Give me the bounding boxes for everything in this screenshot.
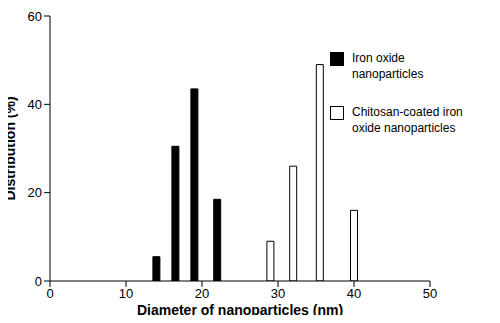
svg-text:0: 0 <box>35 274 42 289</box>
svg-text:50: 50 <box>423 286 437 301</box>
svg-text:20: 20 <box>195 286 209 301</box>
svg-text:40: 40 <box>347 286 361 301</box>
svg-text:20: 20 <box>28 185 42 200</box>
svg-text:30: 30 <box>271 286 285 301</box>
svg-text:60: 60 <box>28 9 42 24</box>
html-text:Iron oxide nanoparticles: Iron oxide nanoparticles <box>352 51 424 81</box>
html-text:Chitosan-coated iron oxide nan: Chitosan-coated iron oxide nanoparticles <box>352 105 463 135</box>
svg-text:Distribution (%): Distribution (%) <box>8 96 18 200</box>
svg-text:40: 40 <box>28 97 42 112</box>
svg-text:Diameter of nanoparticles (nm): Diameter of nanoparticles (nm) <box>137 302 343 315</box>
svg-text:0: 0 <box>46 286 53 301</box>
svg-text:10: 10 <box>119 286 133 301</box>
